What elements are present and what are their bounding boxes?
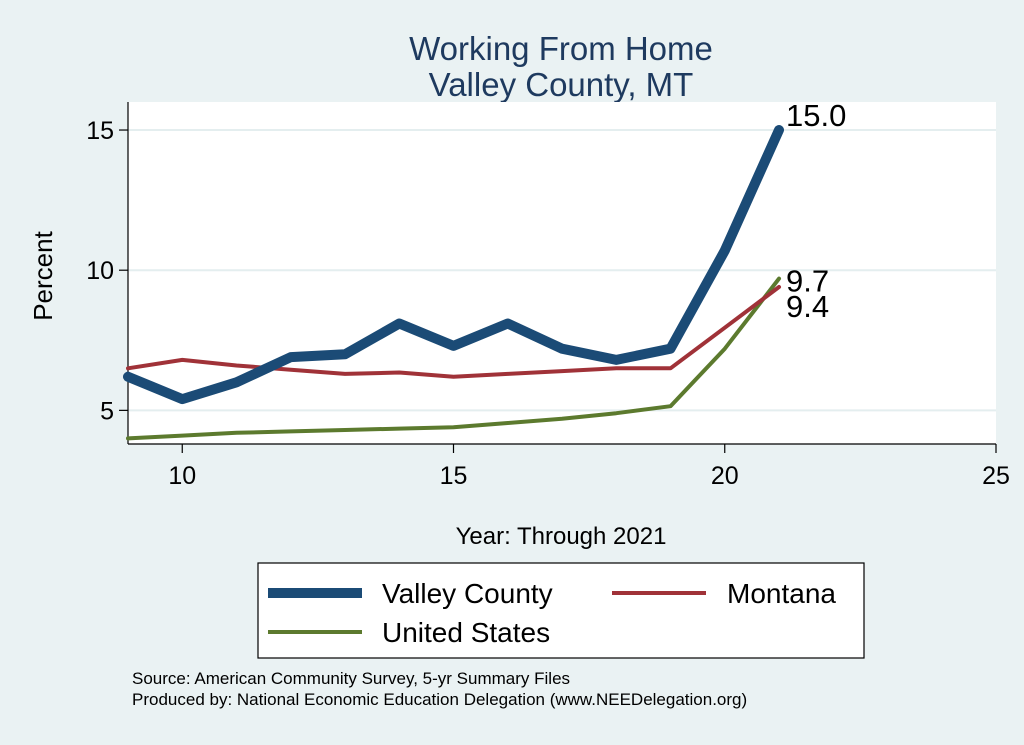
series-lines (123, 125, 784, 441)
y-tick-label: 10 (86, 257, 114, 285)
y-tick-label: 15 (86, 117, 114, 145)
legend-box (257, 562, 865, 659)
produced-note: Produced by: National Economic Education… (132, 690, 748, 709)
plot-area (128, 102, 996, 444)
series-line-montana (126, 285, 781, 379)
grid-lines (128, 129, 996, 412)
legend: Valley County Montana United States (257, 562, 865, 659)
x-tick-label: 20 (711, 462, 739, 490)
legend-label-montana: Montana (727, 578, 836, 609)
axis-ticks: 5 10 15 10 15 20 25 (86, 117, 1010, 490)
end-label-united-states: 9.7 (786, 264, 829, 299)
footnotes: Source: American Community Survey, 5-yr … (132, 668, 747, 710)
end-labels: 15.0 9.49.7 (786, 98, 846, 324)
x-tick-label: 10 (168, 462, 196, 490)
x-axis-label: Year: Through 2021 (456, 523, 667, 550)
end-label-valley-county: 15.0 (786, 98, 846, 133)
series-line-united-states (126, 276, 781, 441)
end-label-montana: 9.4 (786, 289, 829, 324)
x-tick-label: 15 (440, 462, 468, 490)
chart-title: Working From Home (409, 30, 713, 67)
legend-label-valley-county: Valley County (382, 578, 553, 609)
y-tick-label: 5 (100, 397, 114, 425)
source-note: Source: American Community Survey, 5-yr … (132, 669, 571, 688)
x-tick-label: 25 (982, 462, 1010, 490)
legend-label-united-states: United States (382, 617, 550, 648)
series-line-valley-county (123, 125, 784, 405)
y-axis-label: Percent (28, 230, 58, 320)
chart-subtitle: Valley County, MT (429, 66, 694, 103)
